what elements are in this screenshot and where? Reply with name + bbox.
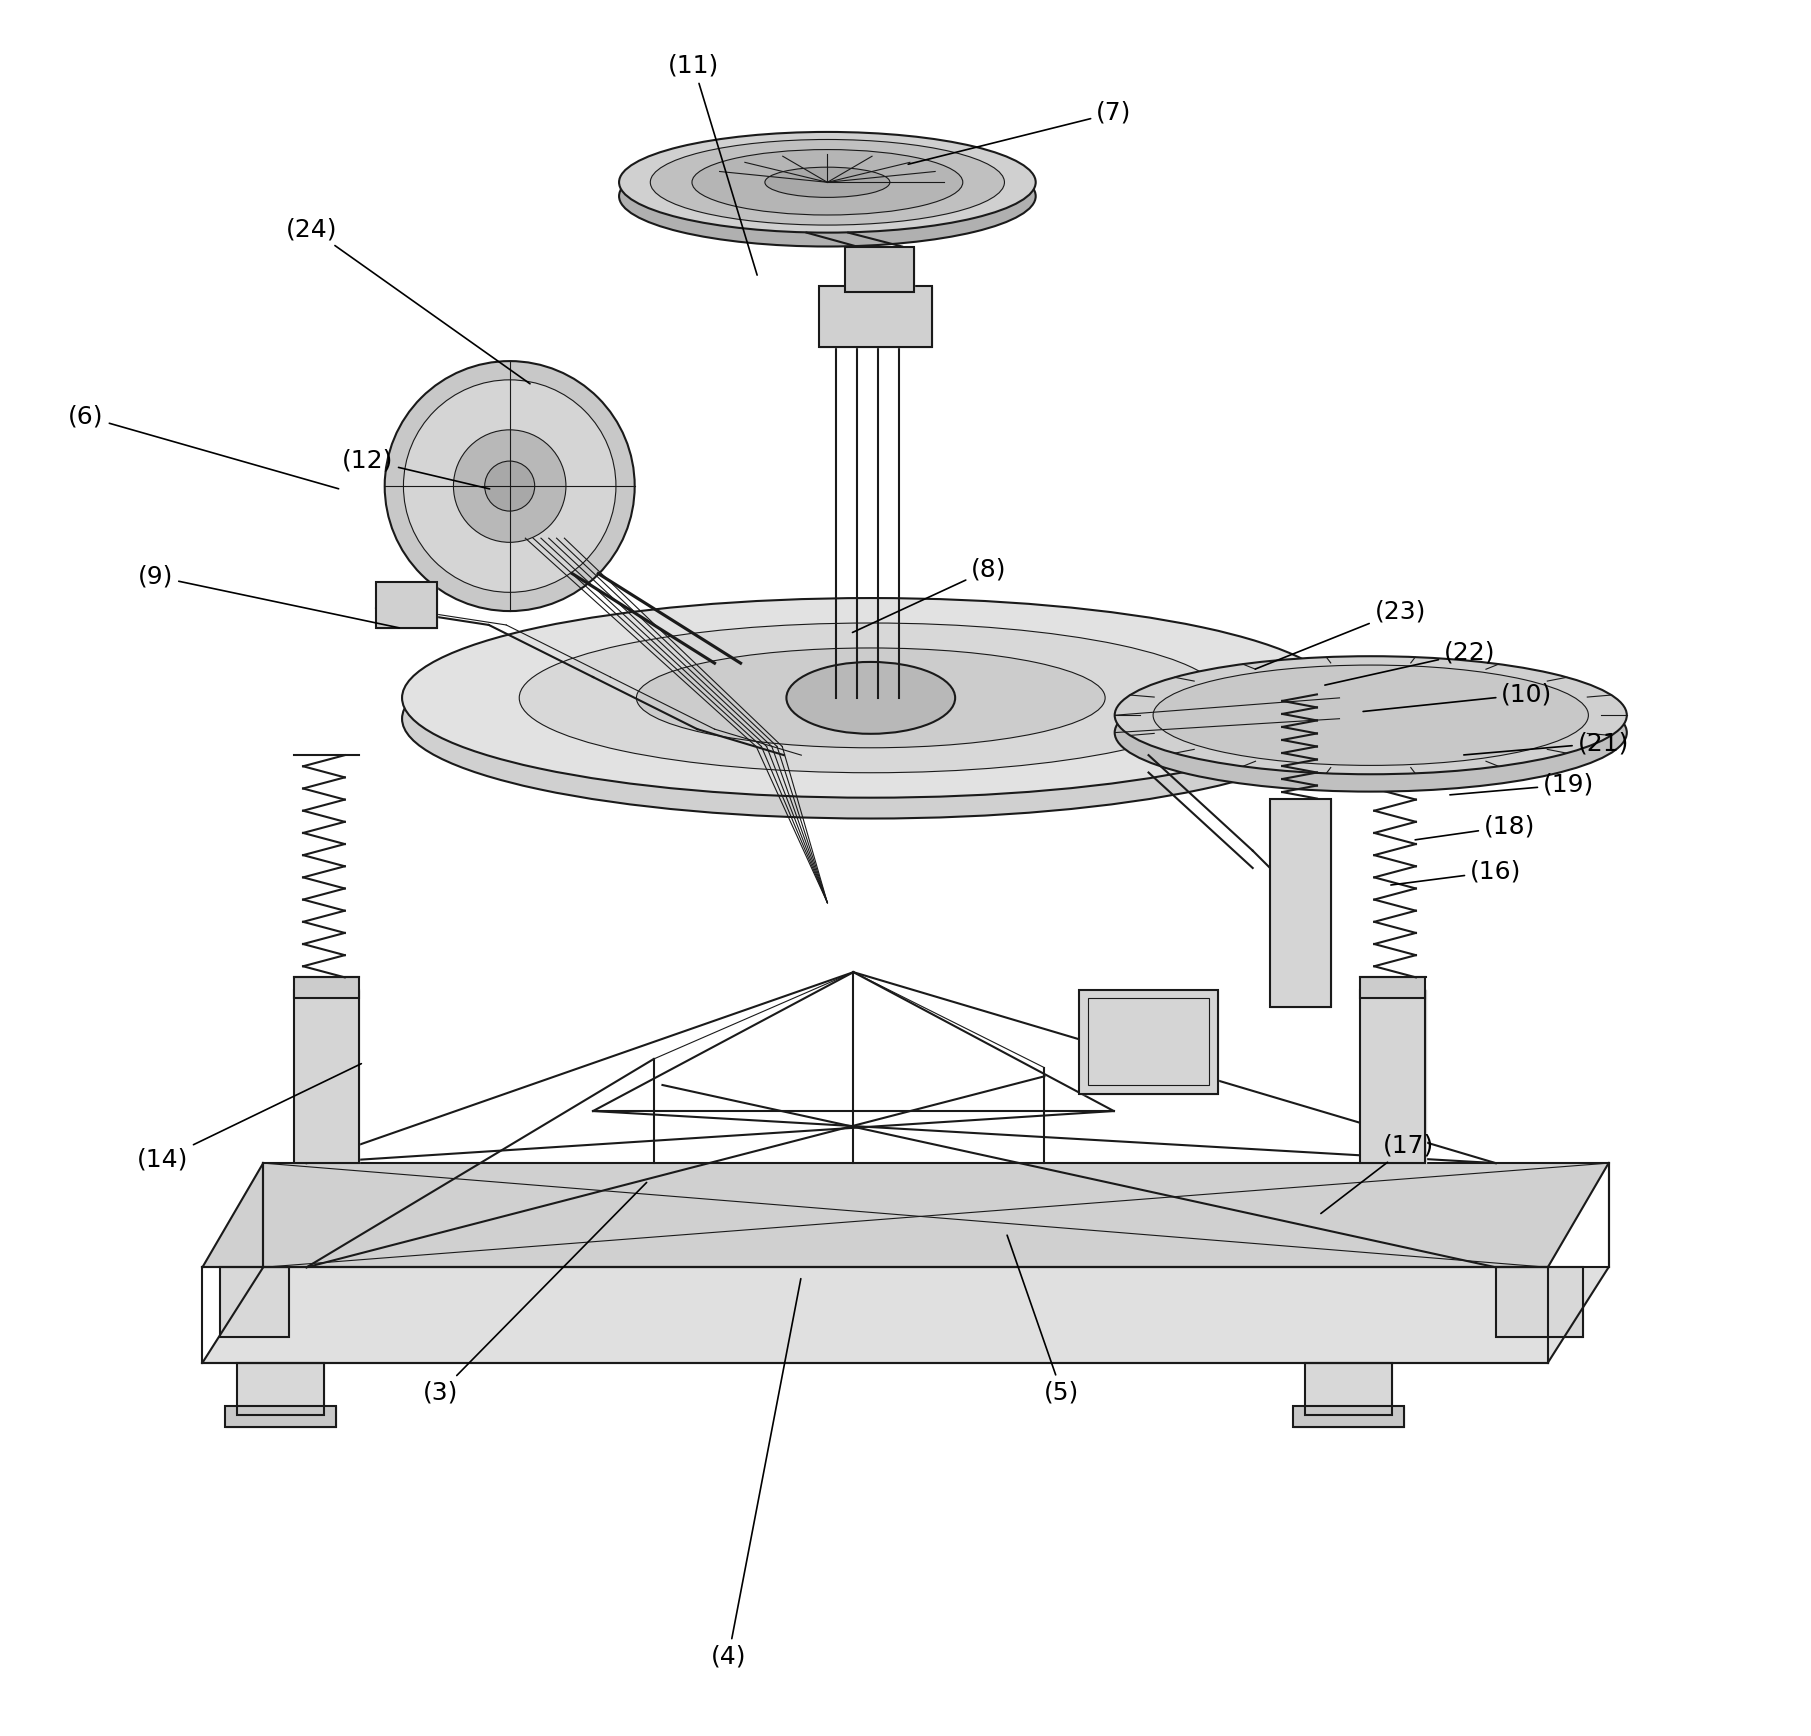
Bar — [295, 990, 359, 1163]
Text: (10): (10) — [1364, 682, 1552, 712]
Polygon shape — [1270, 799, 1331, 1007]
Ellipse shape — [1116, 656, 1626, 774]
Bar — [1360, 977, 1425, 998]
Bar — [225, 1406, 337, 1427]
Text: (9): (9) — [138, 564, 400, 628]
Text: (14): (14) — [138, 1064, 362, 1172]
Text: (12): (12) — [342, 448, 489, 490]
Ellipse shape — [1116, 674, 1626, 792]
Ellipse shape — [650, 139, 1005, 226]
Polygon shape — [237, 1363, 324, 1415]
Ellipse shape — [404, 380, 616, 592]
Text: (22): (22) — [1326, 641, 1496, 686]
Ellipse shape — [636, 648, 1105, 748]
Bar — [1079, 990, 1219, 1094]
Polygon shape — [844, 247, 915, 292]
Polygon shape — [295, 990, 359, 1163]
Polygon shape — [1360, 990, 1427, 1163]
Text: (7): (7) — [907, 101, 1132, 165]
Ellipse shape — [692, 149, 963, 215]
Text: (11): (11) — [668, 54, 757, 274]
Ellipse shape — [786, 661, 954, 734]
Ellipse shape — [402, 620, 1340, 819]
Polygon shape — [225, 1406, 337, 1427]
Bar — [1496, 1267, 1583, 1337]
Bar — [844, 247, 915, 292]
Polygon shape — [1304, 1363, 1391, 1415]
Ellipse shape — [619, 146, 1036, 247]
Polygon shape — [219, 1267, 290, 1337]
Ellipse shape — [453, 431, 567, 542]
Bar — [1270, 799, 1331, 1007]
Ellipse shape — [485, 462, 534, 510]
Bar — [237, 1363, 324, 1415]
Text: (17): (17) — [1320, 1134, 1434, 1213]
Polygon shape — [203, 1163, 1608, 1267]
Bar — [1088, 998, 1210, 1085]
Text: (3): (3) — [422, 1182, 647, 1404]
Ellipse shape — [1154, 665, 1588, 766]
Polygon shape — [377, 582, 436, 628]
Bar — [219, 1267, 290, 1337]
Polygon shape — [203, 1267, 1608, 1363]
Text: (18): (18) — [1414, 814, 1536, 840]
Bar — [377, 582, 436, 628]
Text: (8): (8) — [853, 557, 1007, 632]
Polygon shape — [1116, 698, 1340, 733]
Text: (16): (16) — [1391, 859, 1521, 885]
Bar — [1304, 1363, 1391, 1415]
Bar — [295, 977, 359, 998]
Polygon shape — [1496, 1267, 1583, 1337]
Polygon shape — [1079, 990, 1219, 1094]
Ellipse shape — [384, 361, 634, 611]
Text: (5): (5) — [1007, 1236, 1079, 1404]
Text: (24): (24) — [286, 217, 531, 384]
Ellipse shape — [402, 597, 1340, 799]
Ellipse shape — [764, 167, 889, 198]
Ellipse shape — [520, 623, 1222, 773]
Text: (23): (23) — [1255, 599, 1425, 668]
Polygon shape — [1293, 1406, 1404, 1427]
Bar — [819, 286, 931, 347]
Ellipse shape — [619, 132, 1036, 233]
Polygon shape — [819, 286, 931, 347]
Text: (6): (6) — [69, 404, 339, 490]
Bar — [1360, 990, 1425, 1163]
Text: (4): (4) — [710, 1279, 800, 1668]
Bar — [1293, 1406, 1404, 1427]
Text: (19): (19) — [1451, 773, 1594, 797]
Text: (21): (21) — [1463, 731, 1630, 755]
